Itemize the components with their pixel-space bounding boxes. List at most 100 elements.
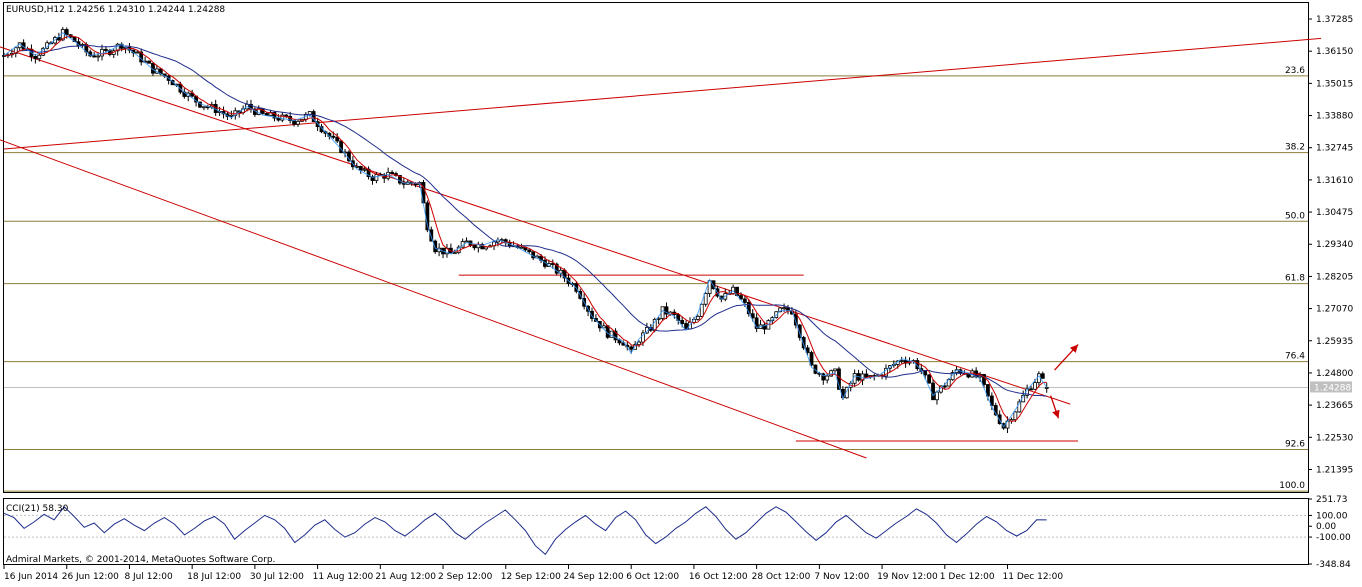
candle-body	[590, 310, 594, 319]
candle-body	[1029, 388, 1033, 391]
y-tick-label: 1.29340	[1316, 240, 1353, 250]
fib-level-label: 76.4	[1285, 352, 1305, 362]
candle-body	[684, 323, 688, 330]
candle-body	[782, 307, 786, 310]
candle-body	[989, 395, 994, 406]
candle-body	[135, 51, 140, 54]
candle-body	[746, 302, 751, 315]
candle-body	[884, 367, 888, 377]
candle-body	[742, 298, 747, 303]
candle-body	[1044, 387, 1049, 389]
fib-level-label: 61.8	[1285, 274, 1305, 284]
x-tick-label: 26 Jun 12:00	[62, 572, 119, 582]
candle-body	[864, 373, 869, 378]
candle-body	[104, 48, 108, 51]
candle-body	[821, 373, 826, 381]
x-tick-label: 11 Aug 12:00	[313, 572, 374, 582]
candle-body	[637, 341, 641, 345]
candle-body	[554, 263, 559, 274]
candle-body	[982, 374, 986, 385]
candle-body	[362, 168, 367, 171]
candle-body	[750, 313, 755, 319]
y-tick-label: 1.28205	[1316, 272, 1353, 282]
candle-body	[664, 306, 669, 315]
candle-body	[695, 315, 700, 320]
fib-level-label: 92.6	[1285, 439, 1305, 449]
candle-body	[480, 243, 485, 250]
candle-body	[96, 55, 100, 58]
y-tick-label: 1.37285	[1316, 15, 1353, 25]
y-tick-label: 1.23665	[1316, 401, 1353, 411]
trendline-lower-channel	[0, 139, 867, 459]
candle-body	[484, 246, 489, 250]
candle-body	[680, 320, 685, 324]
fib-level-label: 50.0	[1285, 211, 1305, 221]
cci-tick-label: 0.00	[1316, 522, 1336, 532]
candle-body	[762, 324, 767, 330]
x-tick-label: 1 Dec 12:00	[940, 572, 995, 582]
candle-body	[33, 56, 38, 60]
ma-slow-line	[3, 44, 1047, 397]
y-tick-label: 1.27070	[1316, 305, 1353, 315]
candle-body	[844, 386, 849, 399]
trendline-upper-channel	[0, 46, 1071, 405]
trendline-rising-line	[3, 37, 1322, 150]
x-tick-label: 19 Nov 12:00	[877, 572, 938, 582]
x-tick-label: 16 Jun 2014	[4, 572, 58, 582]
candle-body	[754, 317, 759, 329]
copyright-text: Admiral Markets, © 2001-2014, MetaQuotes…	[6, 555, 275, 565]
down-arrow	[1050, 395, 1060, 419]
candle-body	[374, 174, 379, 181]
cci-panel-frame	[3, 498, 1309, 565]
candle-body	[613, 330, 618, 341]
candle-body	[190, 92, 195, 97]
x-tick-label: 8 Jul 12:00	[124, 572, 173, 582]
candle-body	[711, 280, 716, 290]
zigzag-line	[3, 32, 1048, 428]
cci-line	[3, 506, 1047, 556]
candle-body	[739, 295, 743, 300]
candle-body	[899, 360, 904, 362]
candle-body	[931, 382, 935, 401]
candle-body	[837, 368, 841, 390]
x-tick-label: 11 Dec 12:00	[1003, 572, 1064, 582]
candle-body	[986, 384, 990, 397]
y-tick-label: 1.24800	[1316, 369, 1353, 379]
y-tick-label: 1.22530	[1316, 433, 1353, 443]
candle-body	[292, 120, 296, 125]
trendlines	[0, 37, 1322, 459]
candle-body	[37, 54, 42, 60]
candle-body	[390, 171, 394, 174]
candle-body	[370, 176, 375, 181]
x-tick-label: 2 Sep 12:00	[438, 572, 493, 582]
candle-body	[358, 165, 363, 171]
candle-body	[272, 112, 277, 119]
x-tick-label: 21 Aug 12:00	[375, 572, 436, 582]
x-tick-label: 18 Jul 12:00	[187, 572, 241, 582]
time-axis: 16 Jun 2014 26 Jun 12:00 8 Jul 12:00 18 Jul…	[3, 564, 1064, 582]
y-tick-label: 1.31610	[1316, 176, 1353, 186]
forecast-arrows	[1050, 344, 1079, 419]
candle-body	[1040, 373, 1045, 379]
ma-fast-line	[3, 35, 1047, 422]
current-price-label: 1.24288	[1314, 383, 1351, 393]
candle-body	[1033, 382, 1037, 390]
candle-body	[809, 352, 814, 366]
fib-level-label: 100.0	[1279, 481, 1305, 491]
x-tick-label: 7 Nov 12:00	[814, 572, 869, 582]
moving-averages	[3, 32, 1048, 428]
y-tick-label: 1.35015	[1316, 79, 1353, 89]
candle-body	[997, 414, 1002, 424]
fib-level-label: 23.6	[1285, 66, 1305, 76]
x-tick-label: 16 Oct 12:00	[689, 572, 748, 582]
x-tick-label: 24 Sep 12:00	[563, 572, 623, 582]
x-tick-label: 6 Oct 12:00	[626, 572, 679, 582]
candle-body	[433, 240, 438, 253]
chart-header: EURUSD,H12 1.24256 1.24310 1.24244 1.242…	[6, 5, 225, 15]
cci-tick-label: -100.00	[1316, 533, 1351, 543]
fib-level-label: 38.2	[1285, 143, 1305, 153]
candle-body	[825, 375, 830, 381]
candle-body	[452, 252, 457, 255]
candle-body	[472, 245, 477, 249]
